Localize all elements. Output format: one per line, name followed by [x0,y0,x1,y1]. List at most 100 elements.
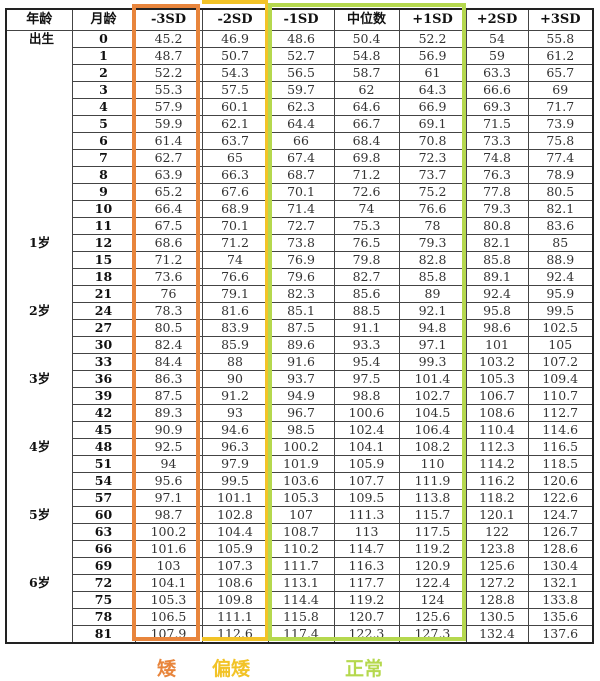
column-header: 年龄 [26,12,53,27]
value-cell: 108.7 [267,523,334,541]
age-cell [6,201,72,218]
value-cell: 95.6 [134,472,202,490]
value-cell: 130.4 [527,557,593,575]
value-cell: 91.6 [267,353,334,371]
value-cell: 108.2 [398,438,466,456]
value-cell: 88.9 [527,251,593,269]
value-cell: 83.6 [527,217,593,235]
value-cell: 101.1 [201,489,268,507]
table-row: 15 71.2 74 76.9 79.8 82.8 85.8 88.9 [6,251,593,269]
value-cell: 117.5 [398,523,466,541]
value-cell: 116.5 [527,438,593,456]
value-cell: 105.9 [333,455,399,473]
value-cell: 80.5 [134,319,202,337]
value-cell: 91.1 [333,319,399,337]
value-cell: 105.3 [134,591,202,609]
table-row: 4岁 48 92.5 96.3 100.2 104.1 108.2 112.3 116.5 [6,438,593,456]
value-cell: 79.3 [465,200,528,218]
value-cell: 127.2 [465,574,528,592]
value-cell: 59.9 [134,115,202,133]
value-cell: 63.7 [201,132,268,150]
value-cell: 81.6 [201,302,268,320]
value-cell: 122.4 [398,574,466,592]
value-cell: 67.5 [134,217,202,235]
value-cell: 65 [201,149,268,167]
value-cell: 54 [465,30,528,48]
month-cell: 8 [71,166,135,184]
value-cell: 105.3 [267,489,334,507]
value-cell: 62.1 [201,115,268,133]
value-cell: 109.4 [527,370,593,388]
age-cell [6,252,72,269]
age-cell: 5岁 [29,507,51,522]
value-cell: 90 [201,370,268,388]
value-cell: 82.8 [398,251,466,269]
table-row: 69 103 107.3 111.7 116.3 120.9 125.6 130.4 [6,557,593,575]
age-cell: 1岁 [29,235,51,250]
value-cell: 85.6 [333,285,399,303]
age-cell [6,422,72,439]
value-cell: 101.6 [134,540,202,558]
value-cell: 83.9 [201,319,268,337]
table-row: 54 95.6 99.5 103.6 107.7 111.9 116.2 120.6 [6,472,593,490]
value-cell: 102.4 [333,421,399,439]
month-cell: 6 [71,132,135,150]
value-cell: 63.3 [465,64,528,82]
value-cell: 73.6 [134,268,202,286]
value-cell: 68.4 [333,132,399,150]
age-cell [6,184,72,201]
value-cell: 80.8 [465,217,528,235]
value-cell: 100.6 [333,404,399,422]
value-cell: 50.7 [201,47,268,65]
value-cell: 58.7 [333,64,399,82]
value-cell: 90.9 [134,421,202,439]
age-cell: 4岁 [29,439,51,454]
value-cell: 93.3 [333,336,399,354]
value-cell: 108.6 [465,404,528,422]
value-cell: 87.5 [267,319,334,337]
month-cell: 63 [71,523,135,541]
value-cell: 110.4 [465,421,528,439]
value-cell: 92.4 [527,268,593,286]
table-row: 18 73.6 76.6 79.6 82.7 85.8 89.1 92.4 [6,268,593,286]
value-cell: 78.9 [527,166,593,184]
value-cell: 89.6 [267,336,334,354]
value-cell: 103.2 [465,353,528,371]
age-cell [6,405,72,422]
below-average-range-box [202,0,268,641]
value-cell: 66.4 [134,200,202,218]
value-cell: 111.9 [398,472,466,490]
age-cell [6,48,72,65]
value-cell: 114.4 [267,591,334,609]
value-cell: 63.9 [134,166,202,184]
month-cell: 60 [71,506,135,524]
value-cell: 107.2 [527,353,593,371]
value-cell: 89 [398,285,466,303]
table-row: 9 65.2 67.6 70.1 72.6 75.2 77.8 80.5 [6,183,593,201]
table-row: 39 87.5 91.2 94.9 98.8 102.7 106.7 110.7 [6,387,593,405]
value-cell: 91.2 [201,387,268,405]
value-cell: 98.6 [465,319,528,337]
month-cell: 66 [71,540,135,558]
month-cell: 54 [71,472,135,490]
value-cell: 66.7 [333,115,399,133]
value-cell: 104.1 [333,438,399,456]
value-cell: 114.2 [465,455,528,473]
value-cell: 107.7 [333,472,399,490]
value-cell: 54.8 [333,47,399,65]
table-row: 出生 0 45.2 46.9 48.6 50.4 52.2 54 55.8 [6,30,593,48]
month-cell: 81 [71,625,135,643]
value-cell: 107.3 [201,557,268,575]
value-cell: 110 [398,455,466,473]
value-cell: 82.7 [333,268,399,286]
age-cell [6,388,72,405]
month-cell: 78 [71,608,135,626]
value-cell: 64.6 [333,98,399,116]
value-cell: 72.6 [333,183,399,201]
value-cell: 66.3 [201,166,268,184]
age-cell [6,218,72,235]
table-row: 45 90.9 94.6 98.5 102.4 106.4 110.4 114.6 [6,421,593,439]
value-cell: 72.3 [398,149,466,167]
value-cell: 92.1 [398,302,466,320]
value-cell: 52.2 [398,30,466,48]
